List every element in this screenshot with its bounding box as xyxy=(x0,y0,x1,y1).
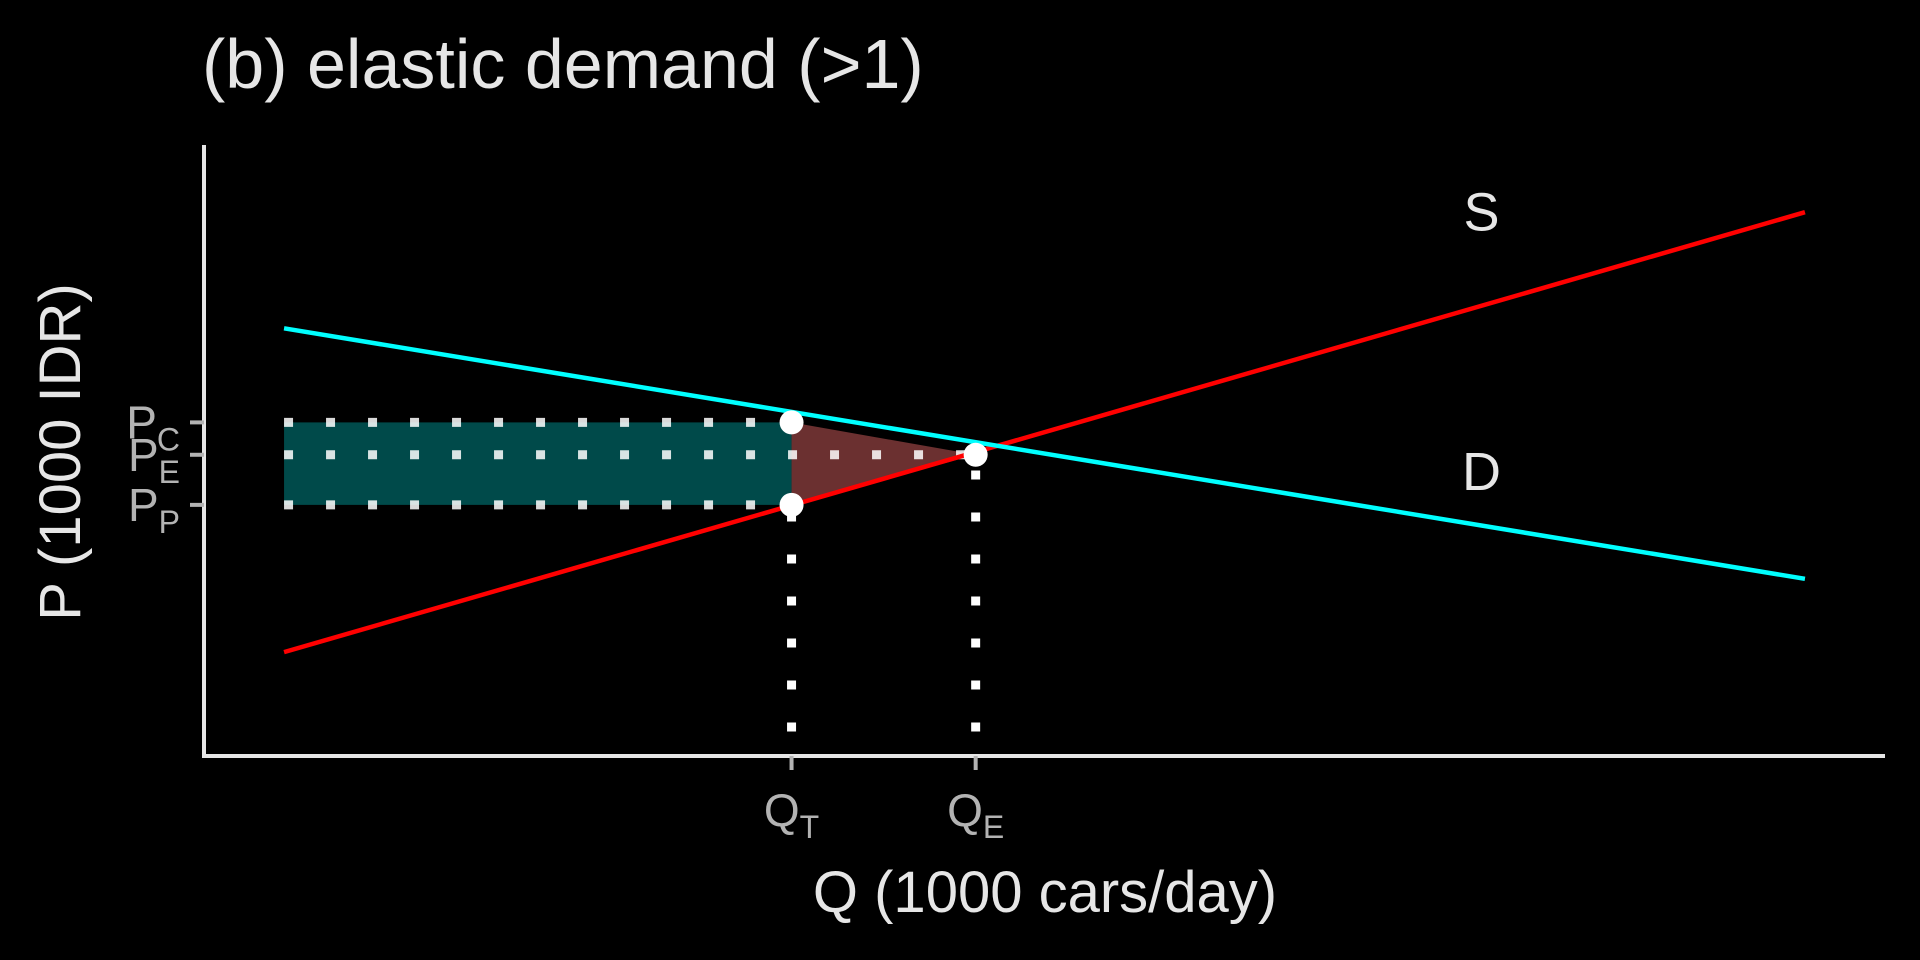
deadweight-loss-area xyxy=(791,422,976,505)
series-line-d xyxy=(283,326,1806,582)
y-tick-label-1: PE xyxy=(128,429,180,490)
equilibrium-point-0 xyxy=(779,410,804,435)
x-axis-title: Q (1000 cars/day) xyxy=(813,860,1277,925)
curve-label-d: D xyxy=(1462,442,1501,502)
x-tick-label-0: QT xyxy=(764,784,819,845)
tax-revenue-area xyxy=(284,422,792,505)
plot-area: SD xyxy=(283,183,1806,732)
curve-label-s: S xyxy=(1464,183,1500,243)
chart-title: (b) elastic demand (>1) xyxy=(202,25,924,103)
series-line-s xyxy=(283,210,1806,655)
equilibrium-point-2 xyxy=(963,442,988,467)
y-axis-title: P (1000 IDR) xyxy=(28,283,93,620)
x-tick-label-1: QE xyxy=(947,784,1004,845)
y-tick-label-0: PC xyxy=(126,396,180,457)
equilibrium-point-1 xyxy=(779,492,804,517)
y-tick-label-2: PP xyxy=(128,479,180,540)
